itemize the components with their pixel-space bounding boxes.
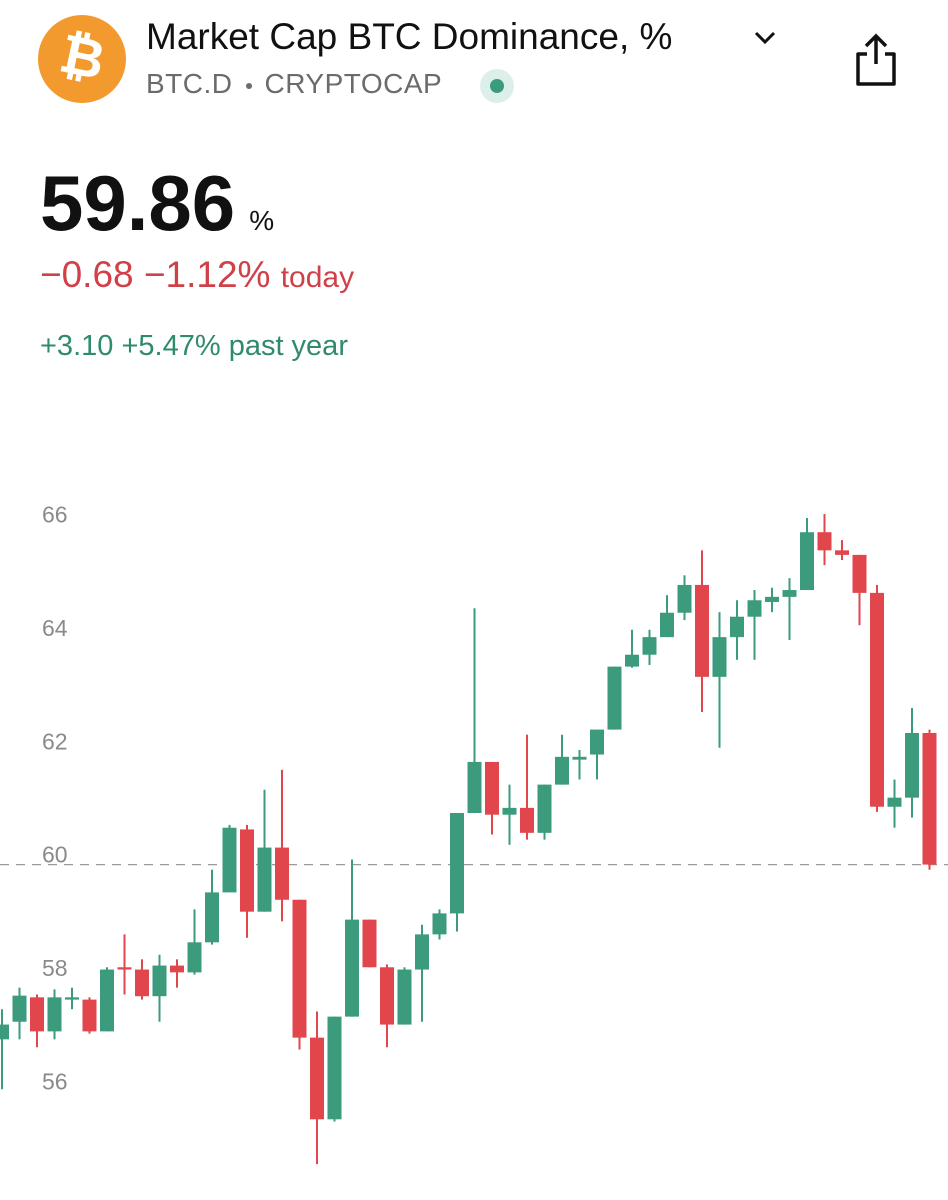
yearly-change: +3.10 +5.47% past year [40, 330, 348, 363]
symbol: BTC.D [146, 68, 233, 99]
year-change: +3.10 [40, 330, 114, 362]
year-change-pct: +5.47% [121, 330, 221, 362]
candle-body [0, 1024, 9, 1040]
candle-body [275, 847, 289, 900]
candle-body [310, 1037, 324, 1120]
change: −0.68 [40, 254, 134, 295]
candle-body [765, 596, 779, 602]
candle-body [327, 1016, 342, 1120]
candle-body [397, 969, 412, 1025]
price: 59.86% [40, 158, 274, 249]
candle-body [625, 654, 639, 667]
candle-body [117, 967, 132, 970]
candle-body [432, 913, 447, 935]
candle-body [905, 732, 919, 798]
y-tick-label: 56 [42, 1069, 68, 1095]
candle-body [887, 797, 902, 807]
candle-body [817, 532, 832, 551]
candle-body [520, 807, 534, 833]
candle-body [800, 532, 814, 591]
candle-body [485, 761, 499, 815]
y-tick-label: 60 [42, 842, 68, 868]
candle-body [362, 919, 377, 968]
candle-body [502, 807, 517, 815]
candle-body [100, 969, 114, 1032]
candle-body [47, 997, 62, 1032]
candle-body [730, 616, 744, 638]
candle-body [450, 812, 464, 914]
price-value: 59.86 [40, 159, 236, 247]
candle-body [187, 942, 202, 973]
candle-body [12, 995, 27, 1022]
candle-body [292, 899, 307, 1038]
candle-body [415, 934, 429, 970]
candle-body [590, 729, 604, 755]
candle-body [205, 892, 219, 943]
candle-body [607, 666, 622, 730]
live-dot [480, 69, 514, 103]
candle-body [65, 997, 79, 1000]
exchange: CRYPTOCAP [264, 68, 443, 99]
symbol-title[interactable]: Market Cap BTC Dominance, % [146, 16, 673, 57]
candle-body [660, 612, 674, 638]
candle-body [555, 756, 569, 785]
y-tick-label: 62 [42, 728, 68, 754]
coin-logo: ₿ [38, 15, 126, 103]
y-tick-label: 58 [42, 955, 68, 981]
candle-body [747, 600, 762, 617]
candle-body [572, 756, 587, 760]
candle-body [30, 997, 44, 1032]
candle-body [537, 784, 552, 833]
candle-body [467, 761, 482, 813]
candle-body [257, 847, 272, 912]
y-tick-label: 66 [42, 501, 68, 527]
candle-body [782, 590, 797, 597]
candle-body [695, 584, 709, 677]
candle-body [380, 967, 394, 1025]
candle-body [345, 919, 359, 1017]
daily-change: −0.68 −1.12% today [40, 254, 354, 296]
candle-body [835, 550, 849, 555]
subtitle: BTC.D CRYPTOCAP [146, 68, 442, 100]
candle-body [170, 965, 184, 973]
candle-body [152, 965, 167, 997]
candle-body [677, 584, 692, 613]
y-tick-label: 64 [42, 615, 68, 641]
candle-body [922, 732, 937, 865]
candle-body [870, 592, 884, 807]
candle-body [82, 999, 97, 1032]
share-button[interactable] [852, 32, 900, 88]
candle-body [240, 829, 254, 912]
candle-body [222, 827, 237, 893]
year-period: past year [228, 330, 348, 362]
candle-body [712, 637, 727, 677]
change-pct: −1.12% [143, 254, 271, 295]
price-unit: % [249, 205, 275, 236]
candle-body [852, 554, 867, 593]
change-period: today [280, 261, 355, 294]
candle-body [135, 969, 149, 997]
chevron[interactable] [752, 28, 778, 48]
candle-body [642, 637, 657, 655]
